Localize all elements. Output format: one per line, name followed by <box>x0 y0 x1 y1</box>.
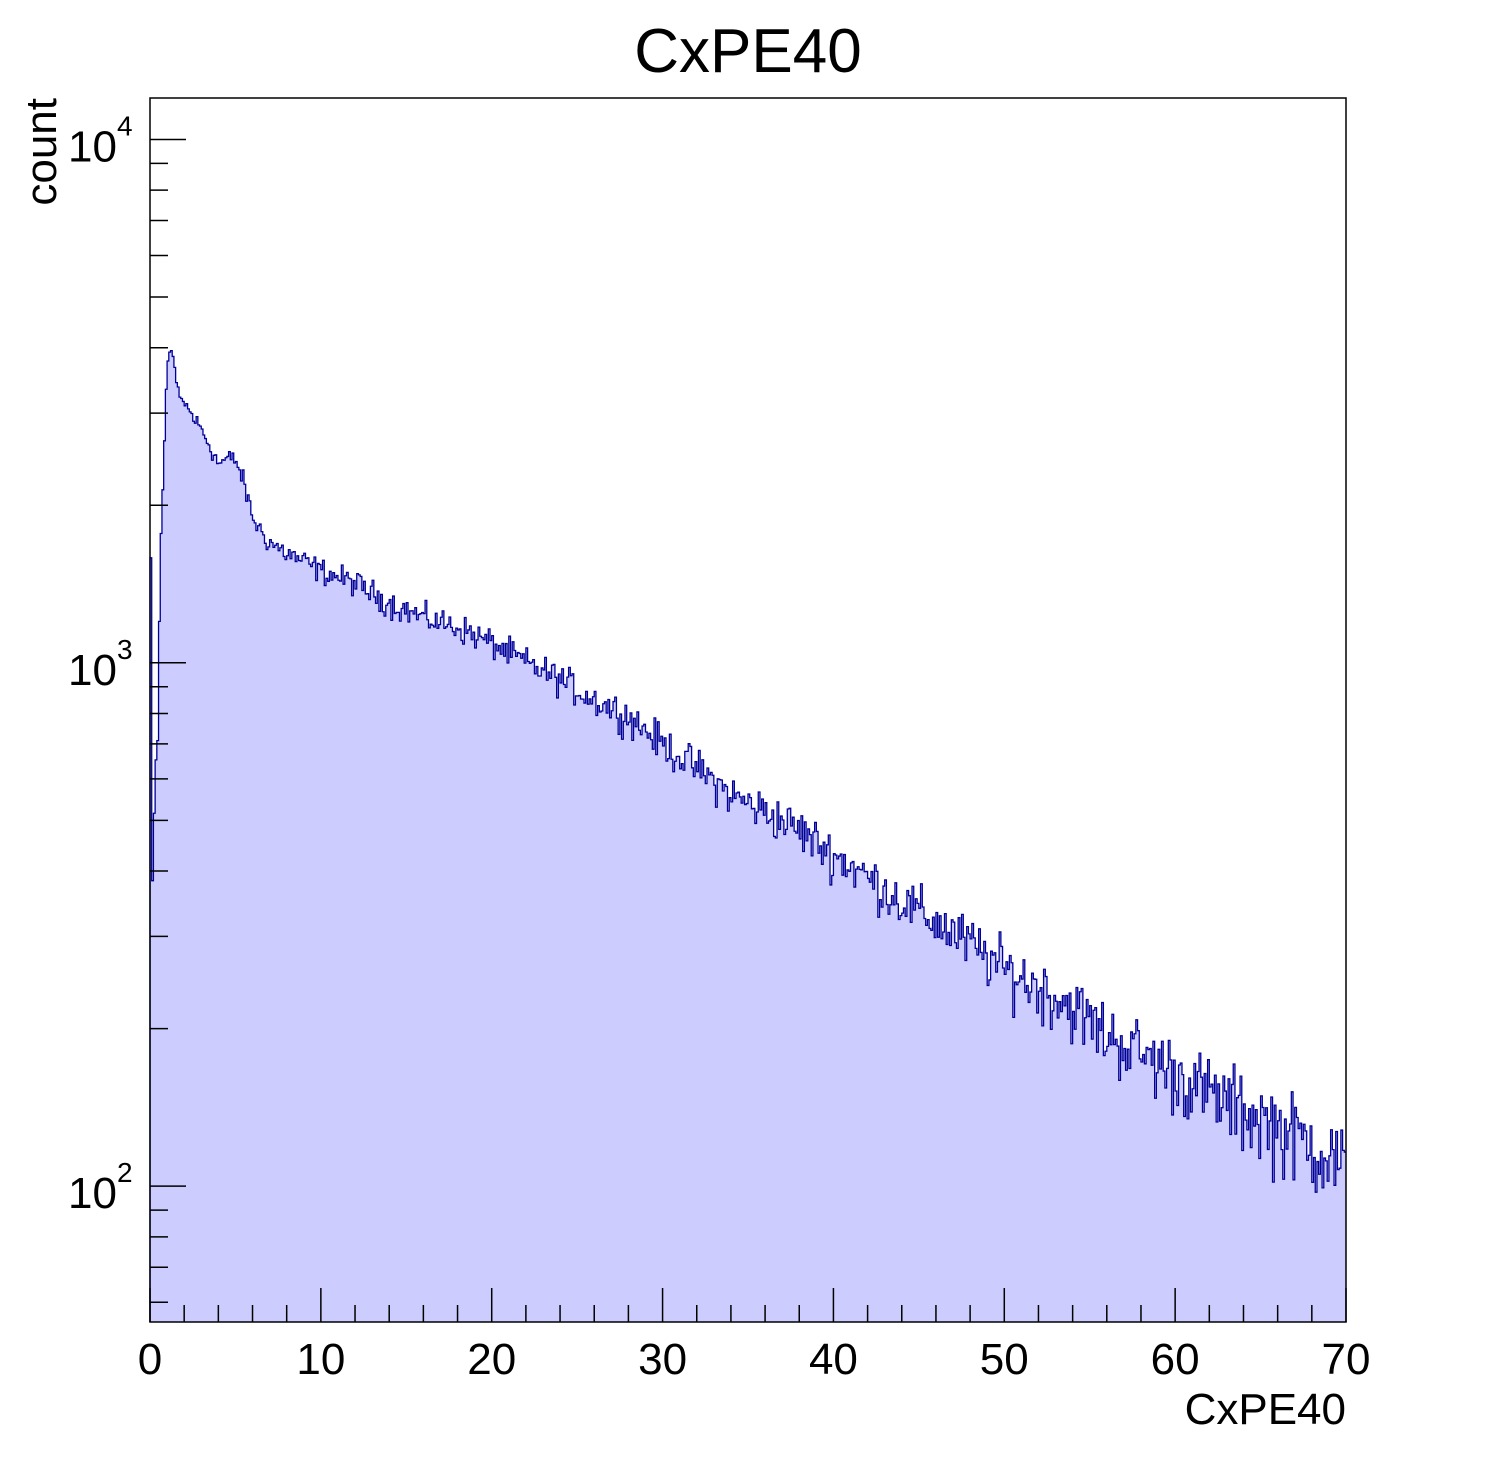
y-tick-label: 102 <box>68 1157 133 1218</box>
x-tick-label: 40 <box>809 1335 858 1384</box>
x-axis-tick-labels: 0 10 20 30 40 50 60 70 <box>138 1335 1371 1384</box>
y-tick-label: 103 <box>68 634 133 695</box>
x-tick-label: 30 <box>638 1335 687 1384</box>
x-tick-label: 60 <box>1151 1335 1200 1384</box>
histogram-series <box>149 349 1346 1323</box>
plot-area <box>149 97 1347 1323</box>
x-tick-label: 0 <box>138 1335 162 1384</box>
histogram-outline <box>149 349 1346 1322</box>
x-tick-label: 70 <box>1322 1335 1371 1384</box>
x-tick-label: 20 <box>467 1335 516 1384</box>
y-axis-ticks <box>150 138 186 1303</box>
x-axis-ticks <box>149 1288 1347 1322</box>
y-tick-label: 104 <box>68 110 133 171</box>
x-tick-label: 50 <box>980 1335 1029 1384</box>
x-tick-label: 10 <box>296 1335 345 1384</box>
plot-frame <box>149 97 1347 1323</box>
histogram-fill <box>150 350 1346 1323</box>
y-axis-tick-labels: 102 103 104 <box>68 110 133 1218</box>
x-axis-label: CxPE40 <box>1185 1385 1346 1434</box>
chart-title: CxPE40 <box>634 17 861 86</box>
y-axis-label: count <box>17 98 66 206</box>
